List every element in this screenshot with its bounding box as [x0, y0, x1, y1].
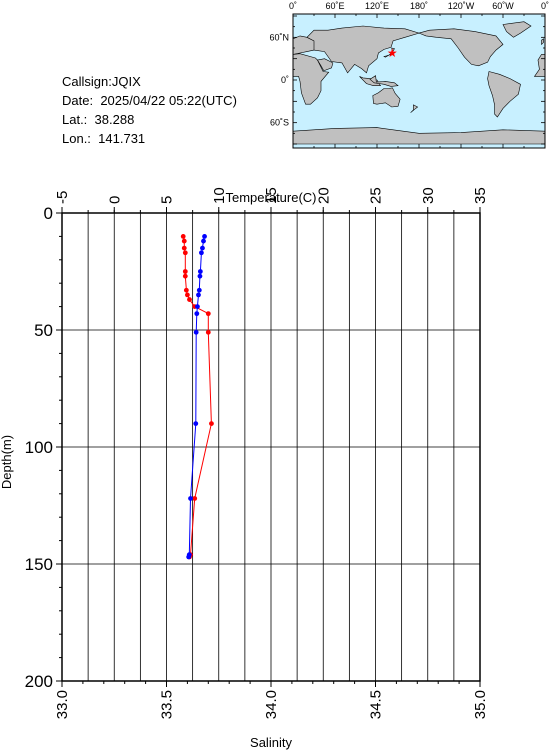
land-borneo-newguinea	[369, 75, 399, 87]
temp-tick-label: 30	[420, 187, 437, 204]
land-arabia	[317, 58, 334, 72]
land-africa	[292, 53, 330, 105]
temperature-data-point	[205, 311, 211, 317]
callsign-label: Callsign:	[62, 74, 112, 89]
temperature-data-point	[185, 292, 190, 298]
temperature-data-point	[182, 273, 188, 279]
salinity-tick-label: 34.5	[368, 690, 385, 719]
date-row: Date: 2025/04/22 05:22(UTC)	[62, 91, 237, 110]
depth-tick-label: 100	[25, 438, 53, 457]
temp-tick-label: 10	[211, 187, 228, 204]
temperature-data-point	[181, 245, 187, 251]
depth-tick-label: 200	[25, 672, 53, 691]
salinity-data-point	[196, 287, 202, 293]
salinity-data-point	[195, 304, 200, 309]
salinity-tick-label: 35.0	[472, 690, 489, 719]
temp-tick-label: 5	[159, 196, 176, 204]
map-lon-label: 60˚W	[492, 1, 514, 11]
world-map: 0˚ 60˚E 120˚E 180˚ 120˚W 60˚W 0˚ 60˚N 0˚ 60˚S ★	[269, 1, 549, 149]
map-lat-label: 60˚N	[269, 32, 289, 42]
map-lon-label: 60˚E	[325, 1, 344, 11]
map-lat-label: 0˚	[281, 75, 289, 85]
temperature-data-point	[182, 269, 188, 274]
callsign-value: JQIX	[111, 74, 141, 89]
salinity-data-point	[197, 273, 203, 279]
station-info: Callsign:JQIX Date: 2025/04/22 05:22(UTC…	[62, 72, 237, 148]
land-uk	[541, 38, 544, 46]
lat-row: Lat.: 38.288	[62, 110, 237, 129]
land-north-america	[418, 28, 504, 67]
map-lon-label: 180˚	[410, 1, 428, 11]
salinity-data-point	[201, 238, 206, 244]
temperature-data-point	[180, 234, 186, 239]
salinity-data-point	[199, 250, 204, 256]
temp-tick-label: 15	[263, 187, 280, 204]
salinity-data-point	[196, 292, 201, 298]
lon-row: Lon.: 141.731	[62, 129, 237, 148]
salinity-data-point	[194, 311, 200, 317]
date-value: 2025/04/22 05:22(UTC)	[100, 93, 237, 108]
temperature-data-point	[183, 287, 189, 293]
temp-tick-label: 0	[106, 196, 123, 204]
lat-value: 38.288	[94, 112, 135, 127]
station-marker: ★	[387, 46, 398, 60]
temperature-data-point	[209, 421, 214, 426]
temperature-data-point	[192, 496, 198, 501]
map-lat-label: 60˚S	[270, 118, 289, 128]
lon-label: Lon.:	[62, 131, 91, 146]
land-greenland	[502, 21, 532, 38]
map-lon-label: 120˚W	[448, 1, 475, 11]
temperature-data-point	[187, 297, 192, 302]
salinity-data-point	[200, 245, 205, 251]
land-south-america	[487, 71, 521, 118]
land-asia	[306, 25, 421, 74]
temperature-data-point	[205, 329, 211, 335]
temp-tick-label: 20	[315, 187, 332, 204]
callsign-row: Callsign:JQIX	[62, 72, 237, 91]
salinity-tick-label: 33.0	[54, 690, 71, 719]
land-japan	[383, 47, 395, 58]
map-lon-label: 120˚E	[365, 1, 389, 11]
temp-tick-label: -5	[54, 191, 71, 204]
temperature-data-point	[181, 238, 187, 244]
salinity-data-point	[193, 421, 199, 426]
salinity-axis-label: Salinity	[250, 735, 292, 750]
temperature-data-point	[182, 250, 188, 256]
lat-label: Lat.:	[62, 112, 88, 127]
date-label: Date:	[62, 93, 94, 108]
land-australia	[372, 87, 401, 108]
temp-tick-label: 35	[472, 187, 489, 204]
salinity-tick-label: 34.0	[263, 690, 280, 719]
salinity-data-point	[188, 496, 193, 501]
map-lon-label: 0˚	[289, 1, 297, 11]
land-new-zealand	[410, 104, 419, 113]
salinity-data-point	[193, 329, 199, 335]
salinity-data-point	[202, 234, 207, 239]
temperature-axis-label: Temperature(C)	[225, 190, 316, 205]
depth-tick-label: 150	[25, 555, 53, 574]
salinity-data-point	[186, 554, 192, 560]
salinity-data-point	[197, 269, 203, 274]
lon-value: 141.731	[98, 131, 146, 146]
salinity-tick-label: 33.5	[159, 690, 176, 719]
depth-tick-label: 50	[34, 321, 53, 340]
temp-tick-label: 25	[368, 187, 385, 204]
depth-axis-label: Depth(m)	[0, 435, 14, 489]
map-lon-label: 0˚	[541, 1, 549, 11]
depth-tick-label: 0	[44, 204, 53, 223]
